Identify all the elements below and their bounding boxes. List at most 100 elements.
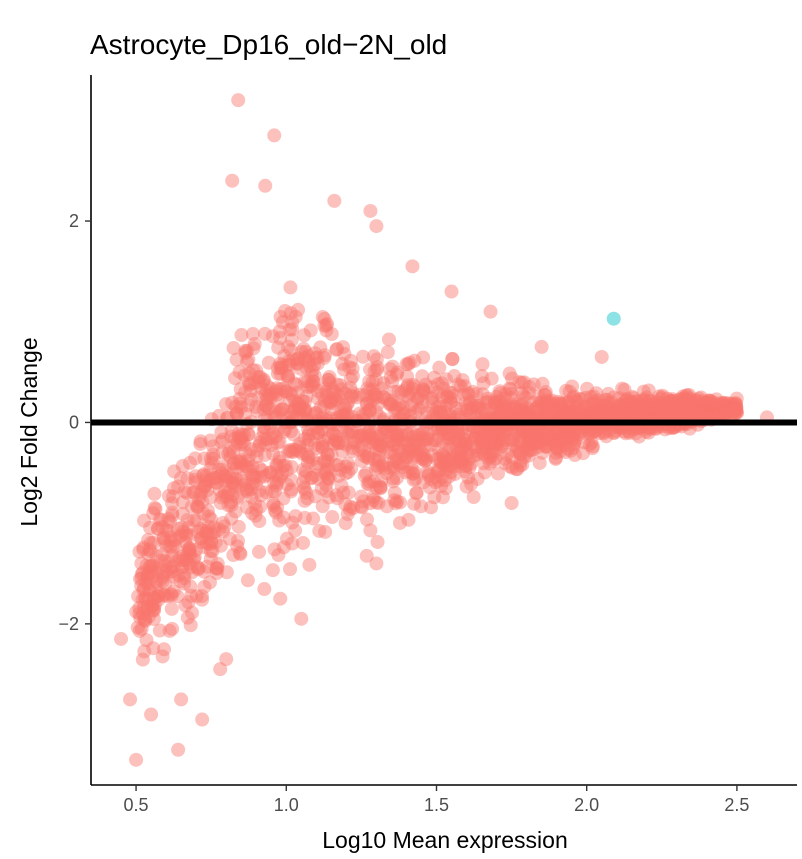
data-point (180, 513, 195, 528)
data-point (497, 400, 512, 415)
data-point (459, 436, 474, 451)
data-point (270, 467, 285, 482)
data-point (400, 437, 415, 452)
data-point (355, 427, 370, 442)
data-point (584, 423, 599, 438)
data-point (463, 456, 478, 471)
data-point (689, 404, 704, 419)
data-point (481, 438, 496, 453)
data-point (589, 402, 604, 417)
data-point (216, 473, 231, 488)
data-point (381, 332, 396, 347)
data-point (136, 542, 151, 557)
data-point (642, 393, 657, 408)
data-point (187, 549, 202, 564)
data-point (425, 448, 440, 463)
data-point (602, 400, 617, 415)
data-point (696, 394, 711, 409)
data-point (559, 383, 574, 398)
data-point (705, 396, 720, 411)
data-point (424, 472, 439, 487)
data-point (439, 398, 454, 413)
data-point (230, 539, 245, 554)
data-point (542, 394, 557, 409)
data-point (497, 391, 512, 406)
data-point (593, 426, 608, 441)
data-point (259, 393, 274, 408)
data-point (513, 447, 528, 462)
data-point (427, 370, 442, 385)
data-point (420, 464, 435, 479)
data-point (660, 404, 675, 419)
data-point (196, 479, 211, 494)
data-point (229, 461, 244, 476)
data-point (501, 399, 516, 414)
data-point (416, 382, 431, 397)
data-point (678, 405, 693, 420)
data-point (468, 429, 483, 444)
data-point (138, 592, 153, 607)
data-point (376, 390, 391, 405)
data-point (606, 390, 621, 405)
data-point (143, 520, 158, 535)
data-point (440, 431, 455, 446)
data-point (546, 398, 561, 413)
data-point (326, 426, 341, 441)
data-point (319, 323, 334, 338)
data-point (398, 465, 413, 480)
data-point (717, 402, 732, 417)
data-point (486, 435, 501, 450)
data-point (257, 447, 272, 462)
data-point (400, 378, 415, 393)
data-point (418, 438, 433, 453)
data-point (463, 407, 478, 422)
data-point (451, 425, 466, 440)
data-point (292, 401, 307, 416)
data-point (283, 484, 298, 499)
data-point (345, 441, 360, 456)
data-point (695, 402, 710, 417)
data-point (390, 365, 405, 380)
data-point (453, 379, 468, 394)
data-point (301, 426, 316, 441)
data-point (193, 434, 208, 449)
data-point (608, 404, 623, 419)
data-point (666, 399, 681, 414)
data-point (328, 458, 343, 473)
data-point (452, 454, 467, 469)
data-point (408, 471, 423, 486)
data-point (458, 437, 473, 452)
data-point (212, 469, 227, 484)
data-point (570, 394, 585, 409)
data-point (270, 422, 285, 437)
data-point (333, 406, 348, 421)
data-point (139, 602, 154, 617)
data-point (577, 399, 592, 414)
data-point (376, 433, 391, 448)
data-point (374, 381, 389, 396)
data-point (681, 407, 696, 422)
data-point (457, 432, 472, 447)
data-point (540, 395, 555, 410)
data-point (543, 432, 558, 447)
data-point (301, 422, 316, 437)
data-point (598, 399, 613, 414)
outlier-point (444, 284, 459, 299)
data-point (179, 528, 194, 543)
data-point (243, 383, 258, 398)
data-point (316, 433, 331, 448)
data-point (134, 578, 149, 593)
data-point (305, 470, 320, 485)
data-point (133, 571, 148, 586)
data-point (711, 404, 726, 419)
data-point (370, 534, 385, 549)
data-point (151, 592, 166, 607)
data-point (550, 403, 565, 418)
data-point (183, 560, 198, 575)
data-point (621, 424, 636, 439)
data-point (641, 425, 656, 440)
data-point (293, 399, 308, 414)
data-point (622, 408, 637, 423)
data-point (362, 474, 377, 489)
data-point (453, 451, 468, 466)
